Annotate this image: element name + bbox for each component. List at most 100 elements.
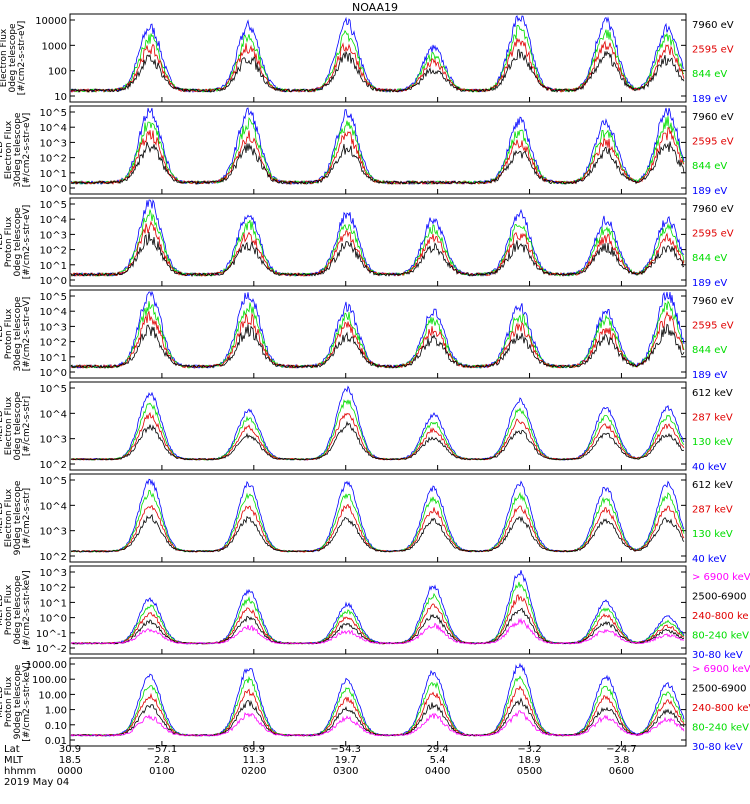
x-tick-label-lat: 69.9 [243,744,265,755]
panel-frame [69,289,687,379]
y-axis-label: MEPEDElectron Flux0deg telescope[#/cm2-s… [0,391,32,461]
y-tick-label: 0.10 [45,721,67,732]
y-tick-label: 10 [54,92,67,103]
y-tick-label: 1.00 [45,706,67,717]
legend-entry: 2595 eV [692,137,734,148]
series-line-magenta [70,710,685,737]
panel-frame [69,105,687,195]
x-tick-label-mlt: 5.4 [430,755,446,766]
y-tick-label: 10^1 [40,598,67,609]
x-tick-label-lat: −57.1 [147,744,178,755]
legend-entry: 844 eV [692,69,727,80]
x-tick-label-lat: −3.2 [517,744,541,755]
series-line-black [70,232,685,277]
y-axis-label: TEDProton Flux0deg telescope[#/cm2-s-str… [0,205,32,280]
legend-entry: 2500-6900 [692,591,747,602]
y-tick-label: 10^4 [40,307,67,318]
x-tick-label-mlt: 18.9 [518,755,540,766]
legend-entry: 2500-6900 [692,683,747,694]
y-axis-label-line: [#/cm2-s-str-keV] [22,570,32,649]
series-line-green [70,209,685,277]
panel-frame [69,381,687,471]
x-tick-label-mlt: 2.8 [154,755,170,766]
y-tick-label: 10^2 [40,583,67,594]
x-tick-label-lat: 30.9 [59,744,81,755]
legend-entry: 80-240 keV [692,722,749,733]
y-axis-label-line: 0deg telescope [13,575,23,645]
legend-entry: 130 keV [692,529,733,540]
y-tick-label: 10^0 [40,614,67,625]
series-line-blue [70,107,685,186]
series-line-black [70,323,685,369]
y-tick-label: 10^2 [40,246,67,257]
x-tick-label-hhmm: 0500 [517,766,542,777]
y-axis-label-line: Proton Flux [4,676,14,727]
y-axis-label-line: 0deg telescope [13,207,23,277]
legend-entry: 612 keV [692,388,733,399]
panel-frame [69,565,687,655]
x-tick-label-hhmm: 0100 [149,766,174,777]
y-axis-label-line: Electron Flux [4,396,14,455]
y-axis-label-line: 0deg telescope [13,391,23,461]
legend-entry: 844 eV [692,253,727,264]
legend-entry: 844 eV [692,345,727,356]
legend-entry: 2595 eV [692,229,734,240]
y-axis-label-line: Electron Flux [4,488,14,547]
x-row-label: MLT [4,755,24,766]
legend-entry: 7960 eV [692,296,734,307]
y-tick-label: 10^4 [40,215,67,226]
x-tick-label-hhmm: 0200 [241,766,266,777]
x-tick-label-hhmm: 0400 [425,766,450,777]
panel-frame [69,657,687,747]
y-tick-label: 1000 [42,41,67,52]
legend-entry: 40 keV [692,462,726,473]
legend-entry: 189 eV [692,186,727,197]
legend-entry: 40 keV [692,554,726,565]
legend-entry: 287 keV [692,505,733,516]
panel-6: 10^2 10^3 10^4 10^5 MEPEDElectron Flux90deg … [0,473,733,565]
y-tick-label: 10^0 [40,276,67,287]
legend-entry: > 6900 keV [692,664,750,675]
panel-2: 10^0 10^1 10^2 10^3 10^4 10^5 TEDElectron Flux… [0,105,734,197]
y-tick-label: 10^2 [40,154,67,165]
x-tick-label-mlt: 11.3 [243,755,265,766]
series-line-green [70,116,685,186]
y-tick-label: 10^2 [40,460,67,471]
y-tick-label: 10^2 [40,552,67,563]
y-axis-label-line: [#/cm2-s-str-eV] [22,113,32,188]
y-tick-label: 10^1 [40,353,67,364]
y-tick-label: 10^3 [40,435,67,446]
series-line-black [70,607,685,645]
y-axis-label-line: MEPED [0,686,5,718]
series-line-black [70,513,685,553]
x-tick-label-mlt: 3.8 [613,755,629,766]
series-line-red [70,126,685,186]
y-axis-label-line: 90deg telescope [13,480,23,555]
y-axis-label-line: 30deg telescope [13,112,23,187]
series-line-red [70,685,685,737]
series-line-black [70,420,685,461]
legend-entry: 189 eV [692,278,727,289]
y-tick-label: 10^5 [40,476,67,487]
legend-entry: 7960 eV [692,112,734,123]
panel-1: 10 100 1000 10000 Electron Flux0deg telescop… [0,13,734,105]
series-line-magenta [70,617,685,645]
series-line-black [70,141,685,186]
y-axis-label: MEPEDProton Flux0deg telescope[#/cm2-s-s… [0,570,32,649]
legend-entry: 80-240 keV [692,630,749,641]
panel-3: 10^0 10^1 10^2 10^3 10^4 10^5 TEDProton Flux0d… [0,197,734,289]
panel-7: 10^-2 10^-1 10^0 10^1 10^2 10^3 MEPEDProton Fl… [0,565,750,661]
legend-entry: 844 eV [692,161,727,172]
y-axis-label-line: Electron Flux [4,120,14,179]
y-tick-label: 10^3 [40,230,67,241]
y-tick-label: 10^4 [40,501,67,512]
y-tick-label: 10^4 [40,409,67,420]
legend-entry: 7960 eV [692,204,734,215]
x-row-label: Lat [4,744,20,755]
y-tick-label: 10^5 [40,200,67,211]
legend-entry: > 6900 keV [692,572,750,583]
y-axis-label-line: 30deg telescope [13,296,23,371]
y-tick-label: 10.00 [38,690,67,701]
